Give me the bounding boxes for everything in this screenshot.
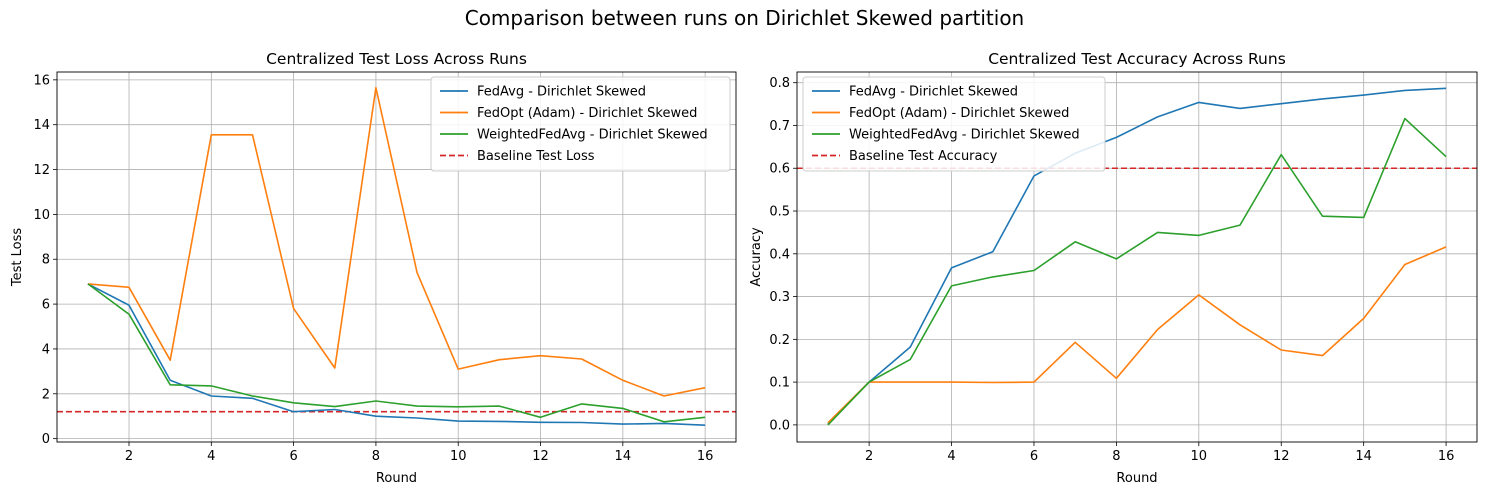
x-tick-label: 12 (1273, 449, 1290, 464)
legend-label: Baseline Test Accuracy (849, 149, 998, 164)
legend-label: Baseline Test Loss (477, 149, 595, 164)
x-axis-label: Round (376, 471, 417, 486)
x-tick-label: 16 (697, 449, 714, 464)
x-tick-label: 14 (1355, 449, 1372, 464)
series-line-1 (827, 87, 1447, 425)
x-tick-label: 8 (1112, 449, 1120, 464)
x-tick-label: 6 (289, 449, 297, 464)
y-axis-label: Accuracy (749, 227, 764, 287)
legend-label: WeightedFedAvg - Dirichlet Skewed (849, 128, 1080, 143)
legend-label: WeightedFedAvg - Dirichlet Skewed (477, 128, 708, 143)
y-tick-label: 0.0 (769, 418, 790, 433)
legend-label: FedAvg - Dirichlet Skewed (477, 85, 646, 100)
ticks: 2 4 6 8 10 12 14 16 0.0 0.1 0.2 0.3 0.4 0.5 0.6 0.7 0.8 (769, 76, 1454, 464)
y-tick-label: 0.6 (769, 162, 790, 177)
y-tick-label: 0.3 (769, 290, 790, 305)
x-axis-label: Round (1116, 471, 1157, 486)
series-line-2 (87, 86, 706, 397)
y-tick-label: 8 (42, 253, 50, 268)
x-tick-label: 10 (450, 449, 467, 464)
legend-label: FedAvg - Dirichlet Skewed (849, 85, 1018, 100)
series-line-3 (87, 283, 706, 423)
y-axis-label: Test Loss (10, 228, 25, 287)
y-tick-label: 16 (33, 73, 50, 88)
x-tick-label: 6 (1030, 449, 1038, 464)
x-tick-label: 2 (865, 449, 873, 464)
y-tick-label: 0.5 (769, 205, 790, 220)
y-tick-label: 0.4 (769, 247, 790, 262)
subplot-title: Centralized Test Loss Across Runs (266, 50, 527, 68)
x-tick-label: 4 (947, 449, 955, 464)
series-line-2 (827, 246, 1447, 424)
legend-label: FedOpt (Adam) - Dirichlet Skewed (849, 106, 1069, 121)
subplot-title: Centralized Test Accuracy Across Runs (988, 50, 1286, 68)
legend-box (430, 76, 731, 172)
y-tick-label: 0.8 (769, 76, 790, 91)
y-tick-label: 10 (33, 208, 50, 223)
y-tick-label: 14 (33, 118, 50, 133)
x-tick-label: 2 (125, 449, 133, 464)
legend: FedAvg - Dirichlet Skewed FedOpt (Adam) -… (802, 76, 1106, 172)
x-tick-label: 14 (615, 449, 632, 464)
ticks: 2 4 6 8 10 12 14 16 0 2 4 6 8 10 12 14 16 (33, 73, 713, 464)
y-tick-label: 0.7 (769, 119, 790, 134)
subplot-2: 2 4 6 8 10 12 14 16 0.0 0.1 0.2 0.3 0.4 0.5 0.6 0.7 0.8 C… (749, 50, 1478, 486)
x-tick-label: 8 (372, 449, 380, 464)
axes-frame (56, 71, 737, 443)
x-tick-label: 10 (1191, 449, 1208, 464)
y-tick-label: 12 (33, 163, 50, 178)
axes-frame (796, 71, 1478, 443)
series-line-3 (827, 117, 1447, 426)
y-tick-label: 2 (42, 387, 50, 402)
x-tick-label: 12 (532, 449, 549, 464)
y-tick-label: 6 (42, 298, 50, 313)
y-tick-label: 0 (42, 432, 50, 447)
legend-label: FedOpt (Adam) - Dirichlet Skewed (477, 106, 697, 121)
series-line-1 (87, 283, 706, 426)
x-tick-label: 4 (207, 449, 215, 464)
legend: FedAvg - Dirichlet Skewed FedOpt (Adam) -… (430, 76, 731, 172)
subplot-1: 2 4 6 8 10 12 14 16 0 2 4 6 8 10 12 14 16 Centralized Tes… (10, 50, 737, 486)
y-tick-label: 0.2 (769, 333, 790, 348)
legend-box (802, 76, 1106, 172)
y-tick-label: 0.1 (769, 376, 790, 391)
y-tick-label: 4 (42, 342, 50, 357)
x-tick-label: 16 (1438, 449, 1455, 464)
figure-title: Comparison between runs on Dirichlet Ske… (464, 6, 1025, 30)
